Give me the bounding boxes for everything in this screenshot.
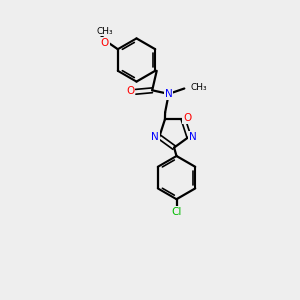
Text: O: O <box>126 86 134 96</box>
Text: CH₃: CH₃ <box>96 27 113 36</box>
Text: N: N <box>151 132 159 142</box>
Text: Cl: Cl <box>171 207 182 217</box>
Text: N: N <box>189 132 197 142</box>
Text: N: N <box>165 89 172 99</box>
Text: CH₃: CH₃ <box>191 82 208 91</box>
Text: O: O <box>100 38 109 48</box>
Text: O: O <box>183 113 191 123</box>
